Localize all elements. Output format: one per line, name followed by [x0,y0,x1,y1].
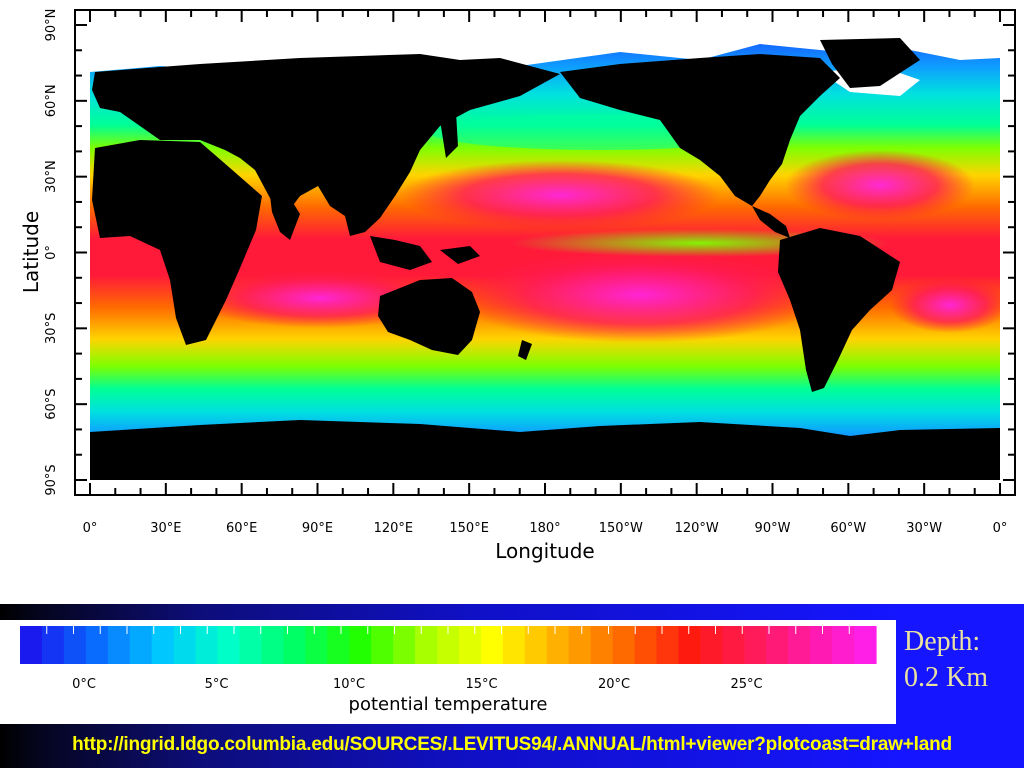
colorbar-swatch [217,626,241,664]
north-pacific-warm-pool [400,160,720,230]
colorbar-swatch [634,626,658,664]
longitude-tick-label: 60°E [226,521,257,536]
longitude-tick-label: 60°W [830,521,866,536]
colorbar-swatch [349,626,372,664]
colorbar-swatch [854,626,877,664]
colorbar-swatch [568,626,592,664]
longitude-tick-label: 120°W [675,521,719,536]
latitude-tick-labels: 90°N 60°N 30°N 0° 30°S 60°S 90°S [44,9,59,496]
latitude-tick-label: 90°S [44,464,59,495]
colorbar-swatch [63,626,87,664]
x-axis-title: Longitude [495,539,594,563]
colorbar-swatch [195,626,219,664]
colorbar-swatch [371,626,394,664]
colorbar-swatch [656,626,680,664]
colorbar-swatch [173,626,197,664]
colorbar-swatch [20,626,43,664]
colorbar-swatch [151,626,175,664]
colorbar-label: 20°C [598,677,630,692]
colorbar-swatch [261,626,284,664]
colorbar-swatch [744,626,767,664]
longitude-tick-label: 0° [83,521,98,536]
south-pacific-warm-pool [450,247,830,343]
colorbar-swatch [766,626,789,664]
colorbar-swatch [832,626,855,664]
colorbar-swatch [458,626,482,664]
land [90,38,1000,480]
colorbar-swatch [85,626,109,664]
colorbar-swatch [524,626,548,664]
colorbar-swatch [678,626,702,664]
longitude-ticks [89,10,1001,495]
source-url: http://ingrid.ldgo.columbia.edu/SOURCES/… [72,734,952,755]
colorbar-swatch [327,626,350,664]
colorbar-label: 10°C [333,677,365,692]
colorbar-swatch [107,626,131,664]
longitude-tick-label: 90°E [302,521,333,536]
south-atlantic-warm-pool [890,277,1000,333]
colorbar-label: 25°C [730,677,762,692]
colorbar-swatch [788,626,811,664]
ocean-temperature-map: 0° 30°E 60°E 90°E 120°E 150°E 180° 150°W 120°W 90… [19,9,1016,563]
colorbar-swatch [41,626,65,664]
longitude-tick-label: 90°W [755,521,791,536]
colorbar-swatch [700,626,723,664]
longitude-tick-label: 30°W [906,521,942,536]
colorbar-swatch [283,626,306,664]
colorbar-label: 5°C [205,677,229,692]
latitude-tick-label: 30°S [44,313,59,344]
longitude-tick-label: 150°W [599,521,643,536]
longitude-tick-label: 150°E [449,521,489,536]
colorbar-swatch [393,626,416,664]
depth-label: Depth: [904,626,981,657]
atlantic-warm-pool [785,150,975,220]
colorbar-label: 0°C [72,677,96,692]
colorbar-swatch [612,626,636,664]
colorbar-swatch [480,626,504,664]
colorbar-ticks [46,626,850,634]
y-axis-title: Latitude [19,211,43,293]
latitude-ticks [75,24,1015,481]
longitude-tick-labels: 0° 30°E 60°E 90°E 120°E 150°E 180° 150°W 120°W 90… [83,521,1008,536]
latitude-tick-label: 30°N [44,160,59,193]
depth-indicator: Depth: 0.2 Km [904,624,1024,696]
latitude-tick-label: 60°N [44,84,59,117]
colorbar-swatch [305,626,328,664]
colorbar-title: potential temperature [349,694,548,715]
colorbar-label: 15°C [465,677,497,692]
longitude-tick-label: 0° [993,521,1008,536]
colorbar-swatch [502,626,526,664]
longitude-tick-label: 30°E [150,521,181,536]
longitude-tick-label: 120°E [374,521,414,536]
colorbar-swatch [129,626,153,664]
latitude-tick-label: 0° [44,245,59,260]
colorbar-swatch [590,626,614,664]
colorbar-labels: 0°C 5°C 10°C 15°C 20°C 25°C [72,677,762,692]
colorbar-panel: 0°C 5°C 10°C 15°C 20°C 25°C potential tempera… [0,620,896,724]
colorbar-swatch [546,626,570,664]
colorbar-swatch [415,626,438,664]
longitude-tick-label: 180° [529,521,560,536]
colorbar-swatch [810,626,833,664]
latitude-tick-label: 60°S [44,389,59,420]
depth-value: 0.2 Km [904,662,988,693]
latitude-tick-label: 90°N [44,9,59,42]
colorbar-swatch [722,626,745,664]
colorbar-swatch [437,626,460,664]
colorbar: 0°C 5°C 10°C 15°C 20°C 25°C potential tempera… [20,626,877,715]
colorbar-swatch [239,626,263,664]
colorbar-swatches [20,626,877,664]
